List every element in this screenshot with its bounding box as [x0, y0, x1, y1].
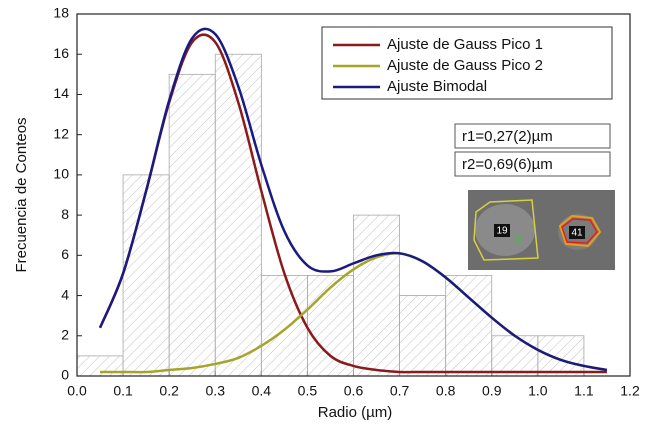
bar [353, 214, 400, 377]
y-tick-label: 4 [61, 286, 69, 302]
label-bg [569, 226, 585, 239]
y-tick-label: 18 [53, 5, 69, 21]
outline [473, 199, 539, 261]
x-tick-label: 0.0 [67, 383, 87, 399]
bar [399, 295, 447, 377]
y-tick-label: 6 [61, 246, 69, 262]
y-tick-label: 10 [53, 166, 69, 182]
x-tick-label: 0.9 [482, 383, 502, 399]
plot-frame [76, 13, 631, 377]
y-axis-label: Frecuencia de Conteos [13, 117, 30, 272]
legend: Ajuste de Gauss Pico 1 Ajuste de Gauss Pi… [321, 26, 613, 100]
x-tick-label: 0.3 [206, 383, 226, 399]
x-tick-label: 0.1 [113, 383, 133, 399]
y-tick-label: 12 [53, 125, 69, 141]
annotation-box [454, 151, 611, 177]
legend-label: Ajuste Bimodal [387, 78, 487, 95]
bar [168, 73, 216, 377]
plot-area: 0 2 4 6 8 10 12 14 16 18 0.0 0.1 0.2 0.3 0.4 0.5 0.6 0.7 0… [53, 5, 640, 399]
annotation: r2=0,69(6)µm [462, 156, 553, 173]
y-tick-label: 16 [53, 45, 69, 61]
x-axis-label: Radio (µm) [318, 404, 393, 421]
bar [214, 53, 262, 377]
inset-label: 41 [571, 228, 583, 239]
y-tick-label: 14 [53, 85, 69, 101]
legend-label: Ajuste de Gauss Pico 1 [387, 36, 543, 53]
label-bg [494, 224, 510, 237]
x-tick-label: 0.4 [252, 383, 272, 399]
x-tick-label: 1.1 [574, 383, 594, 399]
inset-label: r2 [514, 234, 522, 244]
fit-curve [98, 27, 608, 372]
x-tick-label: 0.5 [298, 383, 318, 399]
x-tick-label: 0.6 [344, 383, 364, 399]
x-tick-label: 0.2 [159, 383, 179, 399]
x-tick-label: 1.2 [620, 383, 640, 399]
x-tick-label: 1.0 [528, 383, 548, 399]
bar [445, 275, 493, 377]
x-tick-label: 0.8 [436, 383, 456, 399]
x-tick-label: 0.7 [390, 383, 410, 399]
annotation: r1=0,27(2)µm [462, 128, 553, 145]
y-tick-label: 0 [61, 367, 69, 383]
y-tick-label: 2 [61, 326, 69, 342]
y-tick-label: 8 [61, 206, 69, 222]
inset-label: 19 [496, 226, 508, 237]
bar [260, 275, 308, 377]
bar [491, 335, 539, 377]
inset-image: 19 r2 41 [468, 190, 615, 270]
annotation-box [454, 123, 611, 149]
bar [307, 275, 354, 377]
bar [122, 174, 170, 377]
legend-label: Ajuste de Gauss Pico 2 [387, 57, 543, 74]
bar [537, 335, 585, 377]
outline [561, 218, 598, 244]
outline [558, 214, 602, 248]
